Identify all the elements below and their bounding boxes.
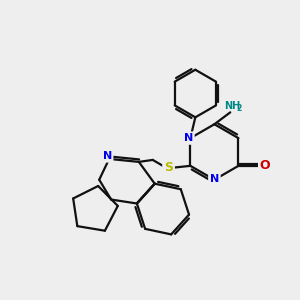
Text: NH: NH xyxy=(224,101,240,111)
Text: S: S xyxy=(164,161,173,174)
Text: 2: 2 xyxy=(236,104,242,113)
Text: N: N xyxy=(210,174,219,184)
Text: O: O xyxy=(260,159,271,172)
Text: N: N xyxy=(184,133,193,143)
Text: N: N xyxy=(103,151,112,161)
